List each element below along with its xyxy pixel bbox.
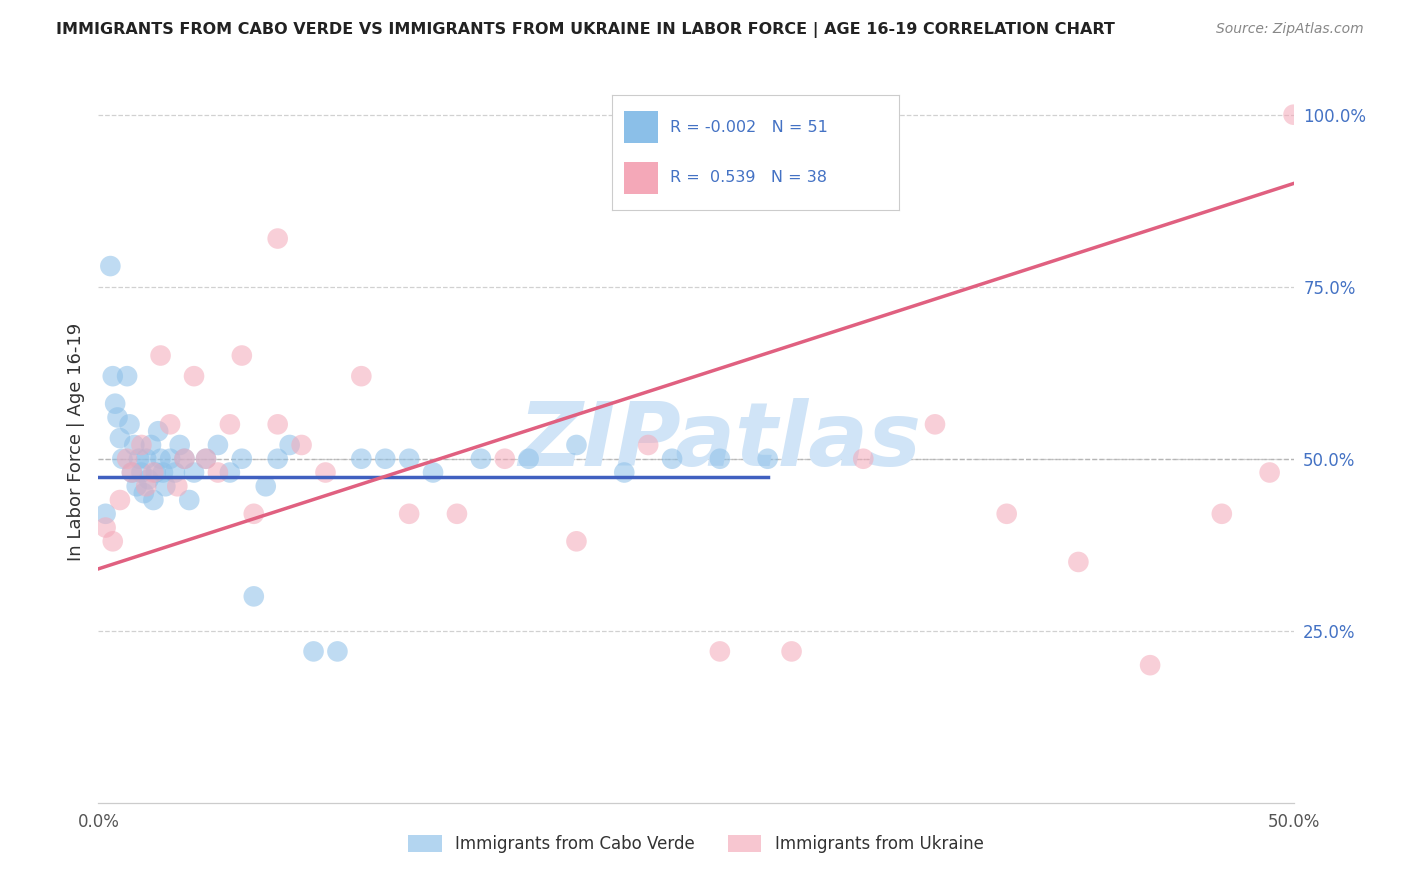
Point: [291, 438, 314, 452]
Point: [173, 451, 195, 466]
Point: [139, 438, 162, 452]
Point: [98, 259, 122, 273]
Point: [135, 451, 157, 466]
Point: [118, 417, 141, 432]
Point: [152, 466, 174, 480]
Point: [315, 466, 337, 480]
Point: [398, 451, 420, 466]
Point: [125, 479, 148, 493]
Point: [231, 451, 253, 466]
Point: [852, 451, 875, 466]
Point: [142, 493, 165, 508]
Point: [207, 438, 229, 452]
Point: [350, 369, 373, 384]
Point: [565, 438, 588, 452]
Y-axis label: In Labor Force | Age 16-19: In Labor Force | Age 16-19: [66, 322, 84, 561]
Point: [756, 451, 779, 466]
Point: [115, 369, 138, 384]
Text: Source: ZipAtlas.com: Source: ZipAtlas.com: [1216, 22, 1364, 37]
Point: [121, 466, 143, 480]
Point: [422, 466, 444, 480]
Point: [183, 369, 205, 384]
Point: [94, 507, 117, 521]
Point: [107, 410, 129, 425]
Point: [124, 438, 146, 452]
Point: [219, 466, 242, 480]
Point: [101, 534, 124, 549]
Point: [131, 466, 153, 480]
Point: [350, 451, 373, 466]
Point: [104, 397, 127, 411]
Point: [1139, 658, 1161, 673]
Point: [780, 644, 803, 658]
Point: [613, 466, 636, 480]
Point: [149, 349, 172, 363]
Point: [94, 520, 117, 534]
Point: [145, 466, 167, 480]
Point: [132, 486, 155, 500]
Point: [374, 451, 396, 466]
Legend: Immigrants from Cabo Verde, Immigrants from Ukraine: Immigrants from Cabo Verde, Immigrants f…: [402, 828, 990, 860]
Point: [173, 451, 195, 466]
Point: [995, 507, 1018, 521]
Point: [195, 451, 218, 466]
Point: [267, 417, 290, 432]
Point: [231, 349, 253, 363]
Point: [494, 451, 516, 466]
Point: [709, 451, 731, 466]
Point: [142, 466, 165, 480]
Point: [302, 644, 325, 658]
Point: [128, 451, 150, 466]
Point: [183, 466, 205, 480]
Point: [254, 479, 277, 493]
Point: [1211, 507, 1233, 521]
Point: [159, 451, 181, 466]
Point: [108, 493, 131, 508]
Point: [138, 472, 160, 486]
Point: [398, 507, 420, 521]
Point: [163, 466, 186, 480]
Point: [155, 479, 177, 493]
Point: [131, 438, 153, 452]
Text: IMMIGRANTS FROM CABO VERDE VS IMMIGRANTS FROM UKRAINE IN LABOR FORCE | AGE 16-19: IMMIGRANTS FROM CABO VERDE VS IMMIGRANTS…: [56, 22, 1115, 38]
Point: [326, 644, 349, 658]
Point: [207, 466, 229, 480]
Point: [267, 231, 290, 245]
Point: [1067, 555, 1090, 569]
Point: [135, 479, 157, 493]
Point: [517, 451, 540, 466]
Point: [159, 417, 181, 432]
Point: [169, 438, 191, 452]
Point: [470, 451, 492, 466]
Point: [101, 369, 124, 384]
Point: [243, 590, 266, 604]
Point: [148, 424, 170, 438]
Point: [111, 451, 134, 466]
Point: [219, 417, 242, 432]
Point: [661, 451, 683, 466]
Point: [179, 493, 201, 508]
Point: [166, 479, 188, 493]
Point: [709, 644, 731, 658]
Point: [565, 534, 588, 549]
Point: [446, 507, 468, 521]
Point: [637, 438, 659, 452]
Point: [1258, 466, 1281, 480]
Point: [195, 451, 218, 466]
Point: [121, 466, 143, 480]
Point: [149, 451, 172, 466]
Point: [243, 507, 266, 521]
Point: [924, 417, 946, 432]
Point: [115, 451, 138, 466]
Point: [108, 431, 131, 445]
Point: [1282, 108, 1305, 122]
Point: [267, 451, 290, 466]
Text: ZIPatlas: ZIPatlas: [519, 398, 921, 485]
Point: [278, 438, 301, 452]
